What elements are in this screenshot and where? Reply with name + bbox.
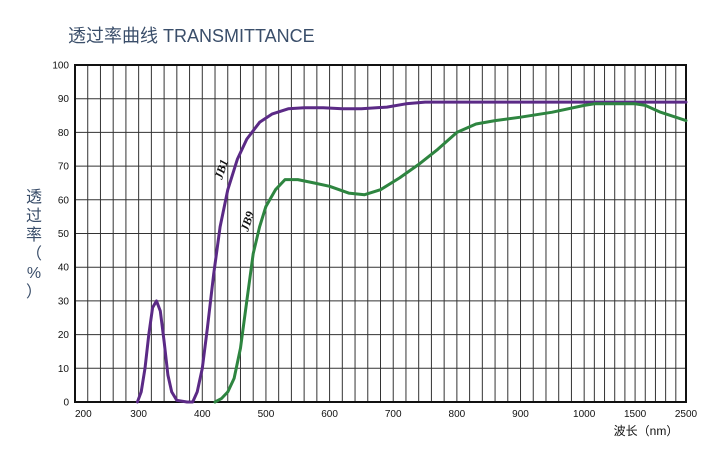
x-tick-label: 300 xyxy=(130,409,147,420)
x-tick-label: 200 xyxy=(75,409,92,420)
x-tick-label: 1000 xyxy=(573,409,596,420)
x-tick-label: 2500 xyxy=(675,409,698,420)
y-tick-label: 20 xyxy=(58,330,70,341)
y-tick-label: 90 xyxy=(58,94,70,105)
y-tick-label: 100 xyxy=(52,61,69,72)
series-line-jb9 xyxy=(213,102,688,404)
x-tick-label: 600 xyxy=(321,409,338,420)
series-label-jb9: JB9 xyxy=(237,210,257,234)
y-axis-label-char: 过 xyxy=(26,207,42,225)
y-tick-label: 70 xyxy=(58,162,70,173)
y-tick-label: 40 xyxy=(58,263,70,274)
series-line-jb1 xyxy=(135,100,688,404)
y-axis-label-char: ） xyxy=(26,283,42,301)
y-tick-label: 60 xyxy=(58,195,70,206)
y-tick-label: 50 xyxy=(58,229,70,240)
x-tick-label: 500 xyxy=(258,409,275,420)
y-axis-label-char: （ xyxy=(26,245,42,263)
x-tick-label: 1500 xyxy=(624,409,647,420)
y-tick-label: 0 xyxy=(63,398,69,409)
plot-frame xyxy=(74,64,687,403)
x-tick-label: 400 xyxy=(194,409,211,420)
y-tick-label: 30 xyxy=(58,296,70,307)
y-axis-label-char: 透 xyxy=(26,188,42,206)
y-axis-label-char: % xyxy=(27,265,41,282)
y-axis-label-char: 率 xyxy=(26,226,42,244)
axis-labels: 0 10 20 30 40 50 60 70 80 90 100 200 300 400 500 600 700… xyxy=(26,61,698,439)
x-tick-label: 900 xyxy=(512,409,529,420)
grid xyxy=(74,64,687,403)
series-layer: JB1 JB9 xyxy=(135,100,688,404)
chart-title: 透过率曲线 TRANSMITTANCE xyxy=(68,26,315,46)
x-tick-label: 700 xyxy=(385,409,402,420)
x-tick-label: 800 xyxy=(449,409,466,420)
series-label-jb1: JB1 xyxy=(211,158,231,182)
y-tick-label: 10 xyxy=(58,364,70,375)
y-tick-label: 80 xyxy=(58,128,70,139)
x-axis-label: 波长（nm） xyxy=(614,424,679,438)
